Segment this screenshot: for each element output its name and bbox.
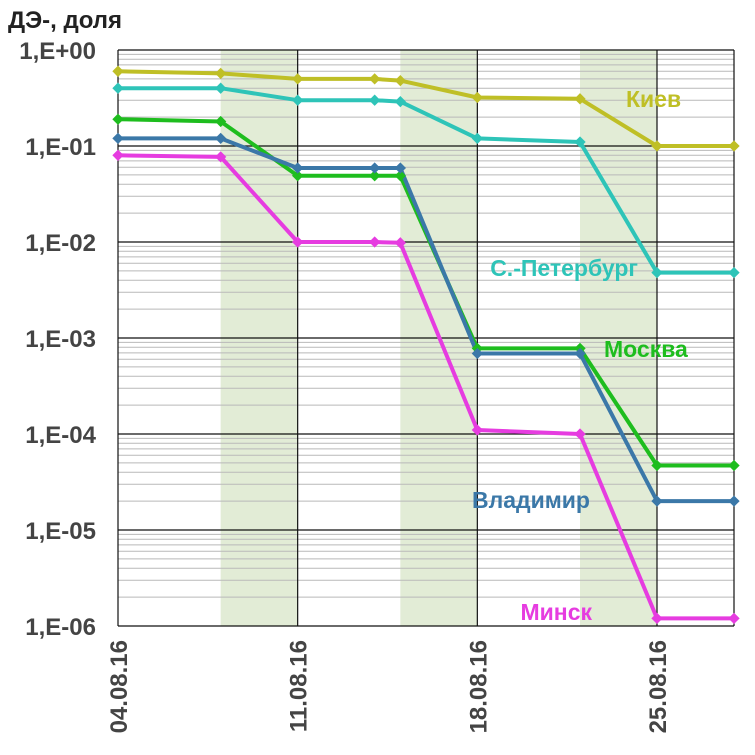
y-tick-labels: 1,E+00 1,E-01 1,E-02 1,E-03 1,E-04 1,E-05 1,E-… <box>19 38 96 641</box>
series-point <box>369 94 381 106</box>
series-point <box>292 162 304 174</box>
series-label-4: Минск <box>521 599 593 625</box>
series-point <box>651 459 663 472</box>
series-point <box>728 266 740 279</box>
series-point <box>471 347 483 360</box>
series-point <box>471 424 483 436</box>
series-point <box>651 266 663 279</box>
series-point <box>112 82 124 94</box>
y-axis-label: ДЭ-, доля <box>8 7 122 34</box>
series-point <box>215 151 227 163</box>
series-point <box>369 170 381 182</box>
series-point <box>369 162 381 174</box>
y-tick-label: 1,E-01 <box>25 134 96 161</box>
series-point <box>369 73 381 85</box>
y-tick-label: 1,E+00 <box>19 38 96 65</box>
x-tick-label: 11.08.16 <box>286 640 313 732</box>
series-point <box>728 612 740 625</box>
x-tick-label: 04.08.16 <box>106 640 133 733</box>
series-label-0: Киев <box>626 86 681 112</box>
y-tick-label: 1,E-04 <box>25 422 96 449</box>
x-tick-label: 18.08.16 <box>465 640 492 733</box>
series-point <box>574 136 586 148</box>
series-point <box>728 495 740 507</box>
x-tick-labels: 04.08.16 11.08.16 18.08.16 25.08.16 <box>106 640 672 733</box>
series-point <box>728 140 740 152</box>
y-tick-label: 1,E-05 <box>25 518 96 545</box>
y-tick-label: 1,E-03 <box>25 326 96 353</box>
series-point <box>574 428 586 440</box>
series-point <box>292 170 304 182</box>
y-tick-label: 1,E-06 <box>25 614 96 641</box>
series-point <box>394 162 406 174</box>
series-point <box>112 149 124 161</box>
series-point <box>369 236 381 248</box>
series-point <box>651 612 663 625</box>
series-label-2: Москва <box>604 336 688 362</box>
y-tick-label: 1,E-02 <box>25 230 96 257</box>
series-point <box>651 495 663 507</box>
series-point <box>112 132 124 145</box>
series-point <box>394 237 406 249</box>
x-tick-label: 25.08.16 <box>645 640 672 733</box>
series-point <box>574 347 586 360</box>
series-label-1: С.-Петербург <box>490 255 638 281</box>
series-point <box>112 65 124 77</box>
series-point <box>471 132 483 145</box>
series-point <box>728 459 740 472</box>
series-point <box>292 236 304 248</box>
series-point <box>112 113 124 125</box>
series-point <box>394 170 406 182</box>
series-point <box>651 140 663 152</box>
series-point <box>215 132 227 145</box>
series-label-3: Владимир <box>472 487 590 513</box>
series-labels: Киев С.-Петербург Москва Владимир Минск <box>472 86 688 625</box>
